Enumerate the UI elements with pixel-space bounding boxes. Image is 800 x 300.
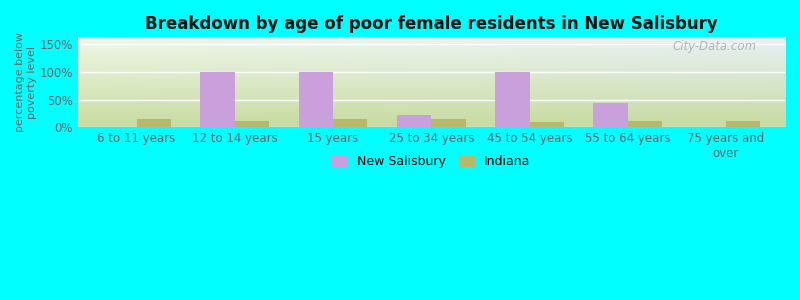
Text: City-Data.com: City-Data.com xyxy=(673,40,757,53)
Bar xyxy=(530,122,564,127)
Bar xyxy=(431,119,466,127)
Legend: New Salisbury, Indiana: New Salisbury, Indiana xyxy=(327,150,535,173)
Bar xyxy=(137,119,171,127)
Bar xyxy=(495,72,530,127)
Bar xyxy=(726,121,761,127)
Bar xyxy=(628,121,662,127)
Bar xyxy=(333,119,367,127)
Bar xyxy=(201,72,235,127)
Bar xyxy=(397,115,431,127)
Bar xyxy=(235,121,269,127)
Bar xyxy=(594,103,628,127)
Bar xyxy=(298,72,333,127)
Y-axis label: percentage below
poverty level: percentage below poverty level xyxy=(15,32,37,132)
Title: Breakdown by age of poor female residents in New Salisbury: Breakdown by age of poor female resident… xyxy=(145,15,718,33)
